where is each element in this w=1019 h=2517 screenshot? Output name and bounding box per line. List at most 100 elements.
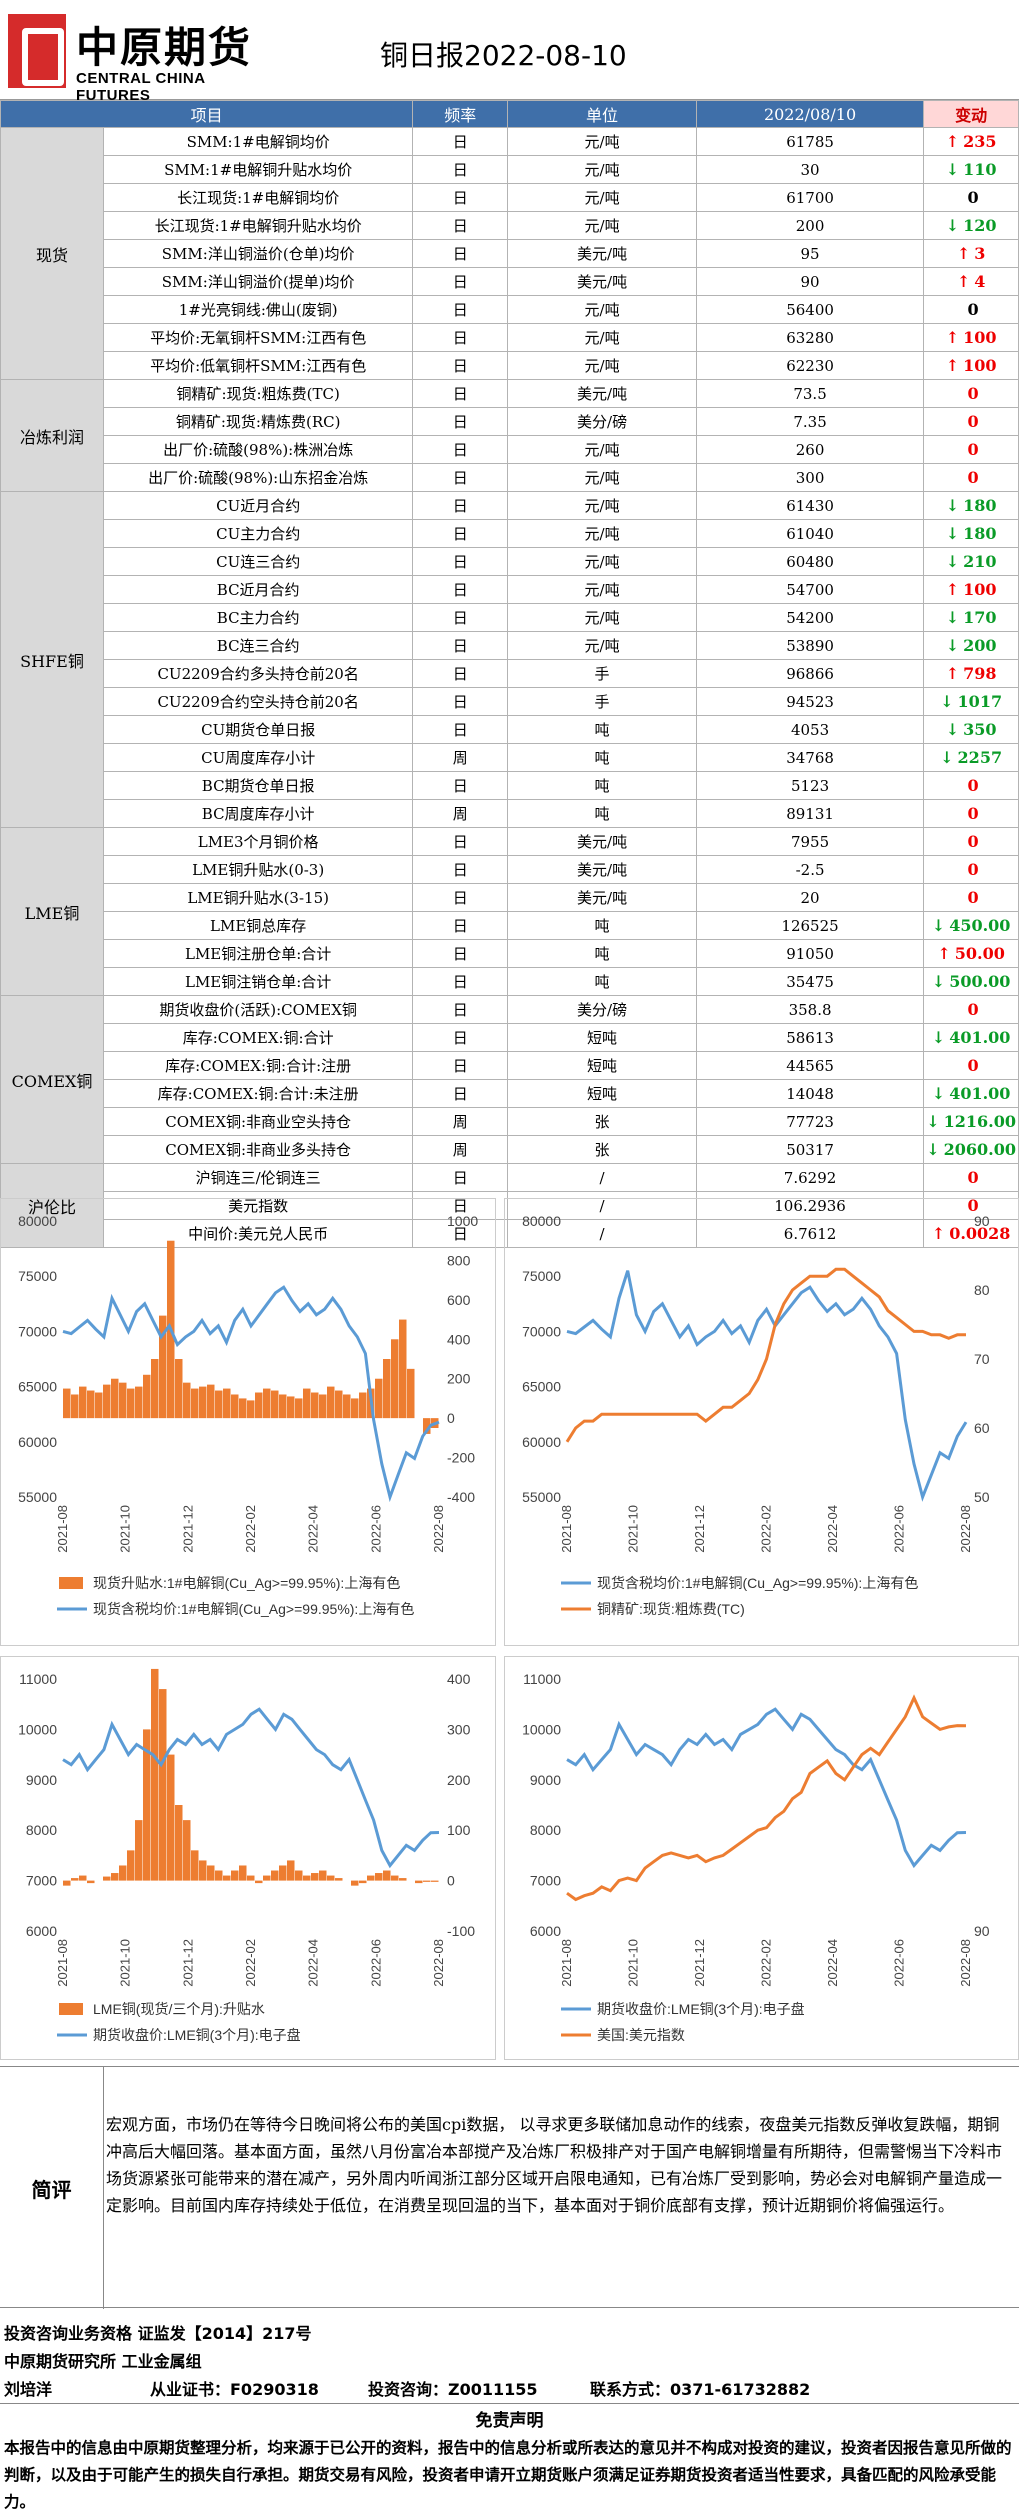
x-tick-label: 2022-06 bbox=[368, 1939, 383, 1987]
row-item: 长江现货:1#电解铜均价 bbox=[102, 183, 414, 212]
series-line bbox=[62, 1285, 440, 1503]
row-unit: 美元/吨 bbox=[507, 239, 697, 268]
row-frequency: 日 bbox=[412, 715, 509, 744]
x-tick-label: 2022-04 bbox=[306, 1505, 321, 1553]
analyst-advisory: 投资咨询：Z0011155 bbox=[368, 2380, 538, 2399]
bar-mark bbox=[167, 1754, 175, 1881]
bar-mark bbox=[159, 1315, 167, 1419]
change-value: 110 bbox=[963, 160, 997, 179]
row-item: CU近月合约 bbox=[102, 491, 414, 520]
arrow-up-icon: ↑ bbox=[945, 664, 960, 683]
row-unit: 美分/磅 bbox=[507, 407, 697, 436]
change-value: 1216.00 bbox=[943, 1112, 1016, 1131]
table-row: 出厂价:硫酸(98%):株洲冶炼日元/吨 260 0 bbox=[1, 435, 1019, 464]
col-header-change: 变动 bbox=[923, 100, 1019, 128]
row-item: BC期货仓单日报 bbox=[102, 771, 414, 800]
row-frequency: 日 bbox=[412, 911, 509, 940]
page-title: 铜日报2022-08-10 bbox=[380, 39, 627, 72]
bar-mark bbox=[319, 1870, 327, 1881]
row-unit: 美元/吨 bbox=[507, 855, 697, 884]
row-unit: 吨 bbox=[507, 967, 697, 996]
row-value: 6.7612 bbox=[695, 1219, 925, 1248]
change-value: 100 bbox=[963, 356, 997, 375]
y2-tick-label: 90 bbox=[974, 1923, 990, 1939]
change-value: 0 bbox=[967, 1056, 979, 1075]
table-row: BC近月合约日元/吨 54700 ↑ 100 bbox=[1, 575, 1019, 604]
y-tick-label: 11000 bbox=[523, 1671, 561, 1687]
y-tick-label: 7000 bbox=[530, 1873, 561, 1889]
row-value: 126525 bbox=[695, 911, 925, 940]
row-item: 沪铜连三/伦铜连三 bbox=[102, 1163, 414, 1192]
y-tick-label: 75000 bbox=[18, 1268, 57, 1284]
row-frequency: 日 bbox=[412, 603, 509, 632]
row-frequency: 日 bbox=[412, 1023, 509, 1052]
y2-tick-label: 90 bbox=[974, 1213, 990, 1229]
row-unit: 元/吨 bbox=[507, 351, 697, 380]
bar-mark bbox=[247, 1875, 255, 1881]
row-item: LME铜升贴水(0-3) bbox=[102, 855, 414, 884]
table-row: LME铜 LME3个月铜价格日美元/吨 7955 0 bbox=[0, 827, 1019, 996]
disclaimer-text: 本报告中的信息由中原期货整理分析，均来源于已公开的资料，报告中的信息分析或所表达… bbox=[4, 2439, 1012, 2511]
row-unit: 美元/吨 bbox=[507, 883, 697, 912]
table-row: LME铜注册仓单:合计日吨 91050 ↑ 50.00 bbox=[1, 939, 1019, 968]
legend-label: 现货含税均价:1#电解铜(Cu_Ag>=99.95%):上海有色 bbox=[93, 1601, 414, 1617]
chart-spot-price-tc: 80000 75000 70000 65000 60000 55000 90 80 70 60 50… bbox=[504, 1198, 1019, 1646]
change-value: 350 bbox=[963, 720, 997, 739]
change-value: 1017 bbox=[957, 692, 1003, 711]
bar-mark bbox=[327, 1875, 335, 1881]
row-value: 7955 bbox=[695, 827, 925, 856]
row-frequency: 日 bbox=[412, 491, 509, 520]
bar-mark bbox=[367, 1875, 375, 1881]
arrow-up-icon: ↑ bbox=[945, 580, 960, 599]
row-change: ↑ 100 bbox=[923, 575, 1019, 604]
row-frequency: 日 bbox=[412, 687, 509, 716]
row-change: ↓ 120 bbox=[923, 211, 1019, 240]
arrow-down-icon: ↓ bbox=[945, 496, 960, 515]
table-row: COMEX铜:非商业多头持仓周张 50317 ↓ 2060.00 bbox=[1, 1135, 1019, 1164]
y2-tick-label: -200 bbox=[447, 1450, 475, 1466]
row-frequency: 日 bbox=[412, 435, 509, 464]
row-value: 34768 bbox=[695, 743, 925, 772]
bar-mark bbox=[391, 1875, 399, 1881]
row-frequency: 日 bbox=[412, 547, 509, 576]
y2-tick-label: 1000 bbox=[447, 1213, 478, 1229]
row-change: 0 bbox=[923, 435, 1019, 464]
x-tick-label: 2022-08 bbox=[431, 1505, 446, 1553]
arrow-down-icon: ↓ bbox=[931, 1084, 946, 1103]
row-unit: 张 bbox=[507, 1107, 697, 1136]
row-value: 5123 bbox=[695, 771, 925, 800]
category-label: 现货 bbox=[0, 127, 104, 380]
arrow-up-icon: ↑ bbox=[945, 132, 960, 151]
series-line bbox=[566, 1707, 967, 1869]
y2-tick-label: 600 bbox=[447, 1292, 471, 1308]
bar-mark bbox=[303, 1875, 311, 1881]
arrow-down-icon: ↓ bbox=[945, 636, 960, 655]
row-item: 1#光亮铜线:佛山(废铜) bbox=[102, 295, 414, 324]
bar-mark bbox=[327, 1386, 335, 1419]
change-value: 2060.00 bbox=[943, 1140, 1016, 1159]
arrow-down-icon: ↓ bbox=[940, 692, 954, 711]
row-value: 54700 bbox=[695, 575, 925, 604]
row-frequency: 日 bbox=[412, 631, 509, 660]
arrow-down-icon: ↓ bbox=[945, 552, 960, 571]
row-value: 56400 bbox=[695, 295, 925, 324]
arrow-down-icon: ↓ bbox=[940, 748, 954, 767]
x-tick-label: 2021-10 bbox=[118, 1939, 133, 1987]
bar-mark bbox=[231, 1394, 239, 1419]
x-tick-label: 2022-02 bbox=[759, 1939, 774, 1987]
bar-mark bbox=[207, 1865, 215, 1881]
price-table: 项目 频率 单位 2022/08/10 变动 现货 SMM:1#电解铜均价日元/吨… bbox=[0, 100, 1019, 1248]
x-tick-label: 2022-04 bbox=[306, 1939, 321, 1987]
table-row: 库存:COMEX:铜:合计:未注册日短吨 14048 ↓ 401.00 bbox=[1, 1079, 1019, 1108]
legend-swatch bbox=[59, 1577, 83, 1589]
bar-mark bbox=[103, 1384, 111, 1419]
change-value: 0 bbox=[967, 1168, 979, 1187]
arrow-up-icon: ↑ bbox=[945, 356, 960, 375]
row-item: SMM:1#电解铜升贴水均价 bbox=[102, 155, 414, 184]
y2-tick-label: 400 bbox=[447, 1331, 471, 1347]
change-value: 0 bbox=[967, 412, 979, 431]
table-row: LME铜注销仓单:合计日吨 35475 ↓ 500.00 bbox=[1, 967, 1019, 996]
row-value: 90 bbox=[695, 267, 925, 296]
row-value: 62230 bbox=[695, 351, 925, 380]
change-value: 3 bbox=[974, 244, 986, 263]
